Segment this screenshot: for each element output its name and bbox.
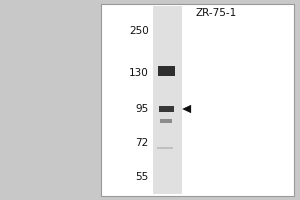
Polygon shape — [182, 105, 191, 113]
Text: 250: 250 — [129, 26, 148, 36]
Text: 55: 55 — [135, 172, 148, 182]
Bar — [158, 66, 175, 76]
Bar — [157, 147, 173, 149]
Text: 72: 72 — [135, 138, 148, 148]
Bar — [100, 4, 294, 196]
Bar — [159, 106, 174, 112]
Text: 95: 95 — [135, 104, 148, 114]
Bar — [153, 6, 182, 194]
Text: ZR-75-1: ZR-75-1 — [195, 8, 237, 18]
Text: 130: 130 — [129, 68, 148, 78]
Bar — [160, 119, 172, 123]
